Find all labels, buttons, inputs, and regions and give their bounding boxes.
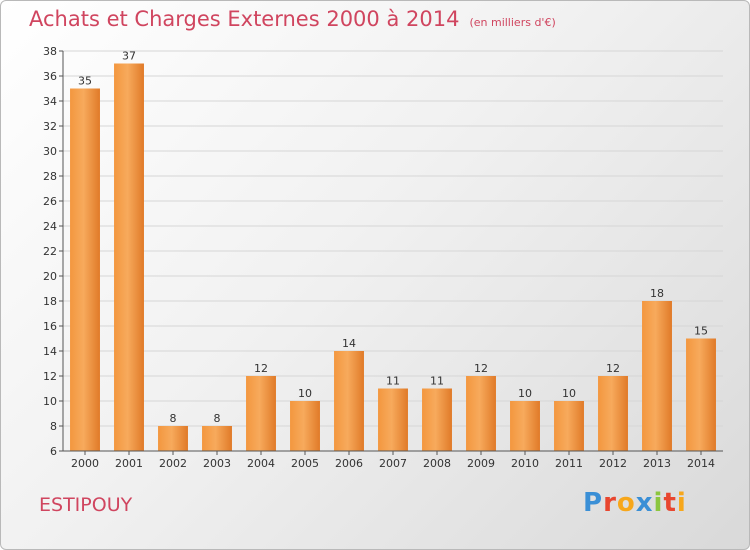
chart-unit: (en milliers d'€): [469, 16, 556, 29]
data-label: 8: [170, 412, 177, 425]
y-tick-label: 22: [43, 245, 57, 258]
y-tick-label: 38: [43, 45, 57, 58]
logo-letter: P: [583, 488, 604, 518]
bars: [70, 63, 716, 451]
bar: [378, 388, 408, 451]
y-tick-label: 28: [43, 170, 57, 183]
x-tick-label: 2001: [115, 457, 143, 470]
x-tick-label: 2014: [687, 457, 715, 470]
bar: [202, 426, 232, 451]
data-label: 12: [606, 362, 620, 375]
y-tick-label: 10: [43, 395, 57, 408]
x-tick-label: 2003: [203, 457, 231, 470]
bar: [158, 426, 188, 451]
data-label: 35: [78, 75, 92, 88]
y-tick-label: 6: [50, 445, 57, 458]
chart-title-text: Achats et Charges Externes 2000 à 2014: [29, 7, 460, 31]
data-label: 15: [694, 325, 708, 338]
bar: [510, 401, 540, 451]
data-label: 14: [342, 337, 356, 350]
y-tick-label: 12: [43, 370, 57, 383]
y-tick-label: 26: [43, 195, 57, 208]
bar: [686, 338, 716, 451]
x-tick-label: 2011: [555, 457, 583, 470]
data-label: 10: [518, 387, 532, 400]
y-tick-label: 34: [43, 95, 57, 108]
bar: [70, 88, 100, 451]
x-tick-label: 2009: [467, 457, 495, 470]
x-tick-label: 2010: [511, 457, 539, 470]
data-label: 12: [254, 362, 268, 375]
data-label: 37: [122, 50, 136, 63]
data-label: 11: [386, 375, 400, 388]
logo-letter: t: [663, 488, 677, 518]
y-tick-label: 8: [50, 420, 57, 433]
bar: [642, 301, 672, 451]
location-label: ESTIPOUY: [39, 494, 133, 516]
bar: [554, 401, 584, 451]
x-tick-label: 2013: [643, 457, 671, 470]
y-tick-label: 14: [43, 345, 57, 358]
y-tick-label: 24: [43, 220, 57, 233]
x-tick-label: 2006: [335, 457, 363, 470]
bar: [334, 351, 364, 451]
x-tick-label: 2004: [247, 457, 275, 470]
bar: [598, 376, 628, 451]
y-tick-label: 32: [43, 120, 57, 133]
logo-letter: x: [635, 488, 654, 518]
y-tick-label: 30: [43, 145, 57, 158]
y-tick-label: 18: [43, 295, 57, 308]
y-tick-label: 20: [43, 270, 57, 283]
data-label: 8: [214, 412, 221, 425]
y-tick-label: 16: [43, 320, 57, 333]
logo-letter: r: [603, 488, 617, 518]
logo-letter: o: [616, 488, 636, 518]
bar: [114, 63, 144, 451]
bar: [422, 388, 452, 451]
data-label: 10: [562, 387, 576, 400]
axes: [59, 50, 723, 455]
x-tick-label: 2002: [159, 457, 187, 470]
bar: [290, 401, 320, 451]
logo-letter: i: [653, 488, 664, 518]
x-tick-label: 2012: [599, 457, 627, 470]
y-tick-label: 36: [43, 70, 57, 83]
x-tick-label: 2007: [379, 457, 407, 470]
bar: [466, 376, 496, 451]
bar: [246, 376, 276, 451]
labels: 6 8 10 12 14 16 18 20 22 24 26 28 30 32 34 36 38 35 2000 37…: [43, 45, 715, 470]
data-label: 11: [430, 375, 444, 388]
chart-title: Achats et Charges Externes 2000 à 2014 (e…: [29, 7, 556, 31]
logo-letter: i: [676, 488, 687, 518]
x-tick-label: 2008: [423, 457, 451, 470]
x-tick-label: 2000: [71, 457, 99, 470]
proxiti-logo: Proxiti: [583, 488, 687, 518]
data-label: 12: [474, 362, 488, 375]
data-label: 10: [298, 387, 312, 400]
x-tick-label: 2005: [291, 457, 319, 470]
data-label: 18: [650, 287, 664, 300]
